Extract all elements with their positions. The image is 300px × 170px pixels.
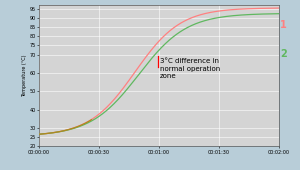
Text: 3°C difference in
normal operation
zone: 3°C difference in normal operation zone [160,58,220,79]
Text: 1: 1 [280,21,287,30]
Y-axis label: Temperature (°C): Temperature (°C) [22,54,27,97]
Text: 2: 2 [280,49,287,59]
